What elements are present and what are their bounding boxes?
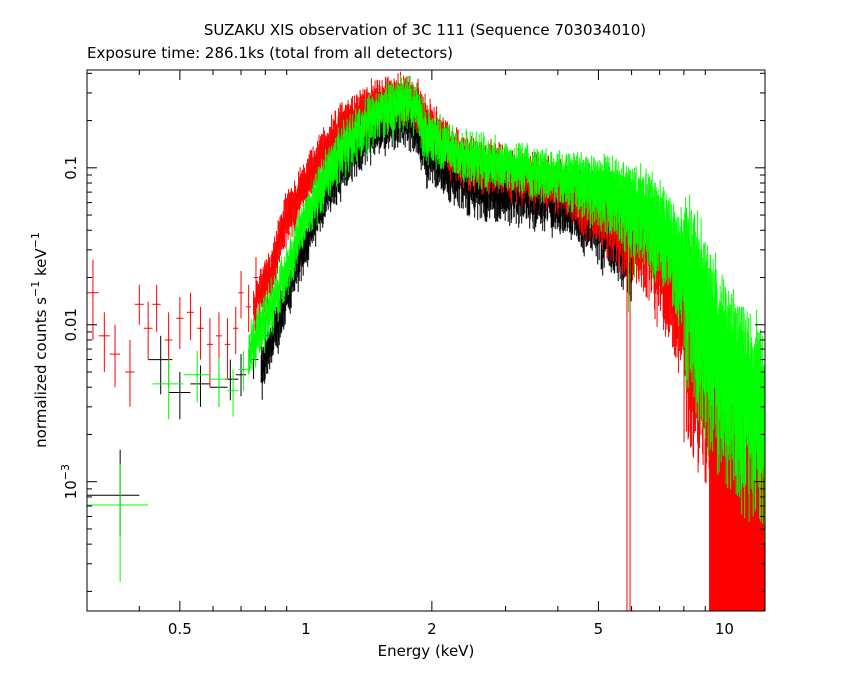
y-axis-label-main: normalized counts s [32,297,50,448]
x-axis-label: Energy (keV) [378,642,475,660]
y-axis-label-exp1: −1 [29,281,42,297]
x-tick-label: 2 [427,620,437,638]
chart-title: SUZAKU XIS observation of 3C 111 (Sequen… [203,21,647,39]
chart-subtitle: Exposure time: 286.1ks (total from all d… [87,44,454,62]
x-tick-label: 0.5 [168,620,192,638]
axis-layer: 0.5 1 2 5 10 0.1 0.01 10−3 [59,70,765,638]
x-tick-label: 5 [594,620,604,638]
y-tick-label: 0.01 [62,308,80,341]
x-tick-label: 1 [301,620,311,638]
y-tick-label: 0.1 [62,156,80,180]
y-axis-label-mid: keV [32,248,50,281]
y-tick-label: 10−3 [59,464,80,499]
y-axis-label-exp2: −1 [29,232,42,248]
y-axis-label: normalized counts s−1 keV−1 [29,232,50,448]
series-layer [87,71,766,611]
plot-frame [86,69,766,612]
y-tick-label-exponent: −3 [59,464,72,480]
series-2 [87,75,766,582]
x-tick-label: 10 [715,620,734,638]
